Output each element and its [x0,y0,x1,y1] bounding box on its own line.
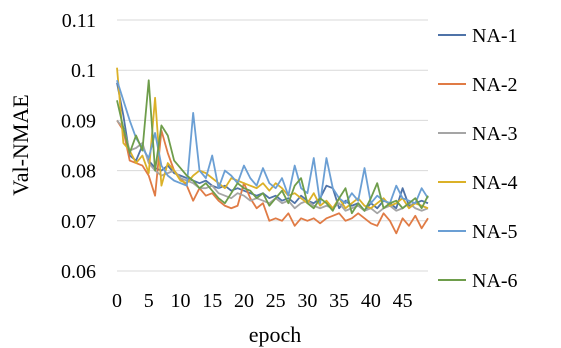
series-line-na-1 [116,82,429,212]
x-tick-label: 40 [361,290,381,312]
legend-item-na-1: NA-1 [438,25,518,47]
legend-item-na-6: NA-6 [438,270,518,292]
x-tick-label: 30 [297,290,317,312]
y-tick-label: 0.09 [61,110,96,132]
y-tick-label: 0.07 [61,211,96,233]
x-tick-label: 35 [329,290,349,312]
series-line-na-2 [116,119,429,235]
series-line-na-5 [116,79,429,205]
legend-item-na-5: NA-5 [438,221,518,243]
x-tick-label: 20 [234,290,254,312]
y-axis-title: Val-NMAE [8,94,33,195]
legend-label: NA-1 [472,25,518,47]
series-line-na-4 [116,67,429,210]
x-tick-label: 15 [202,290,222,312]
series-lines [116,67,429,235]
legend-label: NA-2 [472,74,518,96]
x-axis-tick-labels: 0 5 10 15 20 25 30 35 40 45 [112,290,413,312]
legend-item-na-3: NA-3 [438,123,518,145]
legend: NA-1 NA-2 NA-3 NA-4 NA-5 NA-6 [438,25,518,292]
y-tick-label: 0.08 [61,161,96,183]
y-axis-tick-labels: 0.06 0.07 0.08 0.09 0.1 0.11 [61,10,96,283]
y-tick-label: 0.06 [61,261,96,283]
x-tick-label: 25 [266,290,286,312]
legend-label: NA-4 [472,172,518,194]
legend-label: NA-6 [472,270,518,292]
series-line-na-6 [116,79,429,215]
legend-label: NA-3 [472,123,518,145]
legend-item-na-2: NA-2 [438,74,518,96]
x-axis-title: epoch [249,322,302,347]
x-tick-label: 10 [170,290,190,312]
x-tick-label: 45 [393,290,413,312]
y-tick-label: 0.1 [71,60,96,82]
y-tick-label: 0.11 [62,10,96,32]
gridlines [117,19,428,272]
x-tick-label: 0 [112,290,122,312]
x-tick-label: 5 [144,290,154,312]
legend-item-na-4: NA-4 [438,172,518,194]
legend-label: NA-5 [472,221,518,243]
